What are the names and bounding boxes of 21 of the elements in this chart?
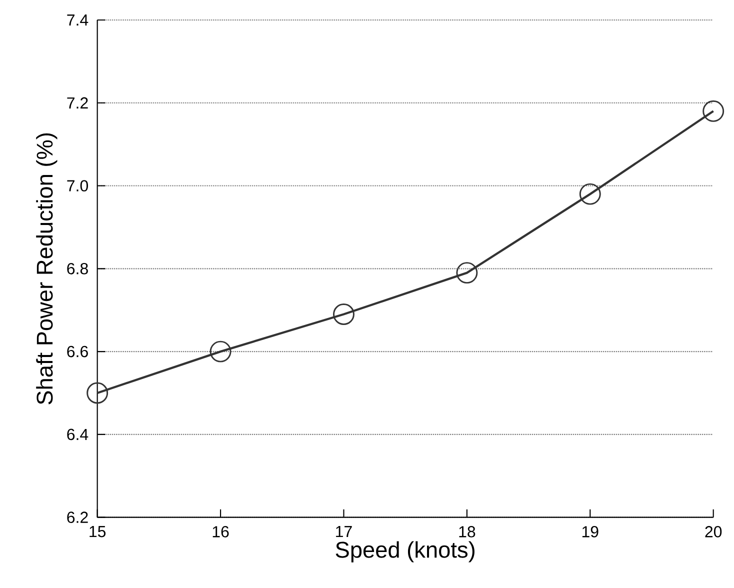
y-tick-label: 7.2: [67, 97, 88, 108]
x-tick-label: 17: [336, 526, 352, 538]
x-tick-label: 18: [459, 526, 476, 538]
x-tick-label: 20: [705, 526, 722, 538]
y-tick-label: 6.2: [67, 512, 88, 523]
y-tick-label: 6.8: [67, 263, 88, 274]
x-tick-label: 16: [212, 526, 229, 538]
y-tick-label: 7.4: [67, 14, 88, 26]
x-axis-title: Speed (knots): [336, 541, 474, 562]
point: [333, 304, 354, 325]
y-tick-label: 6.6: [67, 346, 88, 358]
point: [702, 100, 724, 122]
y-axis-title: Shaft Power Reduction (%): [36, 133, 58, 404]
point: [579, 183, 601, 205]
point: [456, 262, 478, 284]
point: [86, 382, 108, 404]
y-tick-label: 6.4: [67, 428, 88, 440]
x-tick-label: 15: [90, 526, 106, 538]
point: [210, 340, 232, 362]
y-tick-label: 7.0: [67, 180, 88, 192]
x-tick-label: 19: [582, 526, 598, 538]
